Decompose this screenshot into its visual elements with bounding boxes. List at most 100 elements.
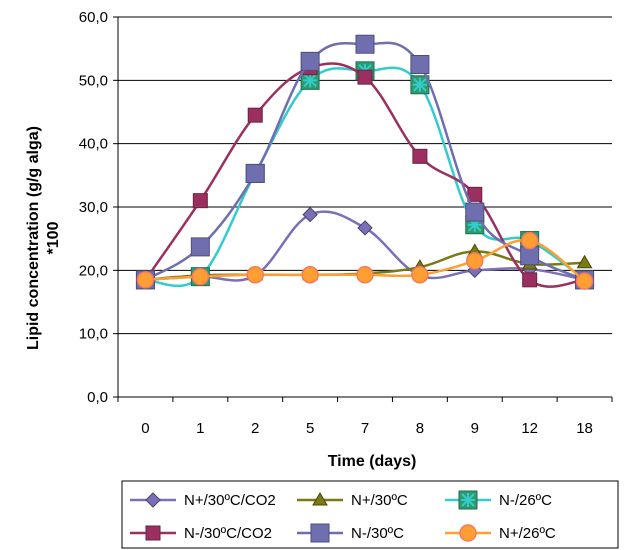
legend-item: N-/30ºC (297, 523, 404, 543)
marker-shape (467, 186, 483, 202)
marker-shape (520, 231, 539, 250)
y-tick-label: 0,0 (87, 389, 108, 406)
series-group (135, 34, 595, 290)
x-tick-label: 0 (141, 420, 149, 437)
legend: N+/30ºC/CO2 N+/30ºC N-/26ºC N-/30ºC/CO2 N-/3… (121, 480, 619, 549)
data-point (466, 252, 484, 270)
marker-shape (301, 266, 319, 284)
data-point (465, 202, 485, 222)
marker-shape (410, 55, 430, 74)
legend-marker (145, 492, 161, 508)
marker-shape (459, 524, 477, 542)
series-N+/26ºC (136, 231, 594, 290)
data-point (411, 266, 429, 284)
legend-box (121, 480, 619, 549)
marker-shape (191, 267, 210, 286)
marker-shape (192, 193, 208, 209)
data-point (192, 193, 208, 209)
data-point (410, 75, 430, 95)
y-tick-label: 50,0 (79, 72, 108, 89)
legend-label: N+/26ºC (499, 525, 556, 542)
data-point (410, 55, 430, 74)
axes (113, 16, 613, 402)
legend-marker (458, 490, 478, 510)
data-point (300, 51, 320, 71)
marker-shape (245, 163, 265, 183)
data-point (355, 34, 375, 54)
data-point (301, 266, 319, 284)
marker-shape (355, 34, 375, 54)
data-point (191, 267, 210, 286)
legend-item: N-/30ºC/CO2 (130, 525, 272, 542)
legend-marker (145, 525, 161, 541)
data-point (576, 254, 593, 269)
legend-item: N+/30ºC (297, 492, 408, 509)
data-point (575, 272, 594, 290)
legend-label: N-/30ºC (351, 525, 404, 542)
marker-shape (302, 206, 318, 223)
data-point (520, 231, 539, 250)
marker-shape (247, 107, 263, 123)
data-point (246, 266, 264, 284)
marker-shape (411, 266, 429, 284)
legend-marker (459, 524, 477, 542)
legend-item: N+/26ºC (445, 524, 556, 542)
legend-label: N+/30ºC/CO2 (184, 492, 276, 509)
y-tick-label: 40,0 (79, 136, 108, 153)
series-line (144, 62, 585, 288)
x-tick-label: 1 (196, 420, 204, 437)
data-point (357, 69, 373, 85)
legend-marker (310, 523, 330, 543)
data-point (467, 186, 483, 202)
x-tick-label: 12 (521, 420, 538, 437)
x-tick-label: 2 (251, 420, 259, 437)
legend-item: N-/26ºC (445, 490, 552, 510)
marker-shape (357, 69, 373, 85)
legend-marker (312, 492, 328, 506)
marker-shape (466, 252, 484, 270)
data-point (520, 246, 540, 266)
data-point (356, 266, 374, 284)
marker-shape (136, 271, 155, 289)
data-point (412, 148, 428, 164)
y-tick-label: 10,0 (79, 326, 108, 343)
data-point (357, 220, 373, 236)
x-tick-label: 18 (576, 420, 593, 437)
data-point (302, 206, 318, 223)
marker-shape (357, 220, 373, 236)
marker-shape (312, 492, 328, 506)
marker-shape (190, 237, 210, 257)
data-point (136, 271, 155, 289)
y-tick-label: 20,0 (79, 262, 108, 279)
x-tick-labels: 0 1 2 5 7 8 9 12 18 (141, 420, 593, 437)
marker-shape (412, 148, 428, 164)
y-tick-label: 30,0 (79, 199, 108, 216)
data-point (522, 272, 538, 288)
data-point (247, 107, 263, 123)
legend-item: N+/30ºC/CO2 (130, 492, 276, 509)
legend-label: N+/30ºC (351, 492, 408, 509)
marker-shape (520, 246, 540, 266)
legend-label: N-/26ºC (499, 492, 552, 509)
marker-shape (576, 254, 593, 269)
data-point (190, 237, 210, 257)
x-tick-label: 8 (416, 420, 424, 437)
series-line (145, 66, 586, 288)
marker-shape (246, 266, 264, 284)
x-tick-label: 9 (471, 420, 479, 437)
legend-label: N-/30ºC/CO2 (184, 525, 272, 542)
x-tick-label: 5 (306, 420, 314, 437)
marker-shape (575, 272, 594, 290)
marker-shape (465, 202, 485, 222)
x-axis-label: Time (days) (328, 453, 417, 470)
y-axis-label-line2: *100 (45, 221, 62, 254)
data-point (245, 163, 265, 183)
y-tick-labels: 0,0 10,0 20,0 30,0 40,0 50,0 60,0 (79, 9, 108, 406)
marker-shape (145, 492, 161, 508)
marker-shape (522, 272, 538, 288)
marker-shape (356, 266, 374, 284)
marker-shape (310, 523, 330, 543)
y-tick-label: 60,0 (79, 9, 108, 26)
y-axis-label: Lipid concentration (g/g alga) (25, 126, 42, 350)
